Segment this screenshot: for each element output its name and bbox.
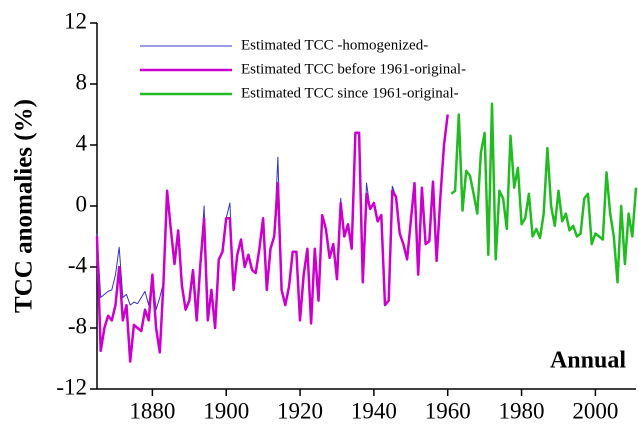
x-tick-label: 1920 (277, 398, 323, 423)
x-tick-label: 1980 (499, 398, 545, 423)
x-tick-label: 2000 (572, 398, 618, 423)
y-tick-label: -4 (68, 252, 88, 277)
data-line (450, 102, 638, 284)
y-tick-label: 4 (76, 130, 88, 155)
legend-label: Estimated TCC before 1961-original- (241, 61, 466, 77)
y-axis-label: TCC anomalies (%) (11, 99, 38, 313)
y-tick-label: 0 (76, 191, 88, 216)
annotation: Annual (550, 348, 626, 374)
data-line (95, 114, 449, 363)
y-tick-label: -12 (56, 374, 87, 399)
legend-label: Estimated TCC since 1961-original- (241, 85, 459, 101)
x-tick-label: 1960 (425, 398, 471, 423)
legend-label: Estimated TCC -homogenized- (241, 37, 428, 53)
y-tick-label: 12 (64, 8, 87, 33)
y-tick-label: -8 (68, 313, 87, 338)
x-tick-label: 1880 (129, 398, 175, 423)
x-tick-label: 1940 (351, 398, 397, 423)
x-tick-label: 1900 (203, 398, 249, 423)
y-tick-label: 8 (76, 69, 88, 94)
